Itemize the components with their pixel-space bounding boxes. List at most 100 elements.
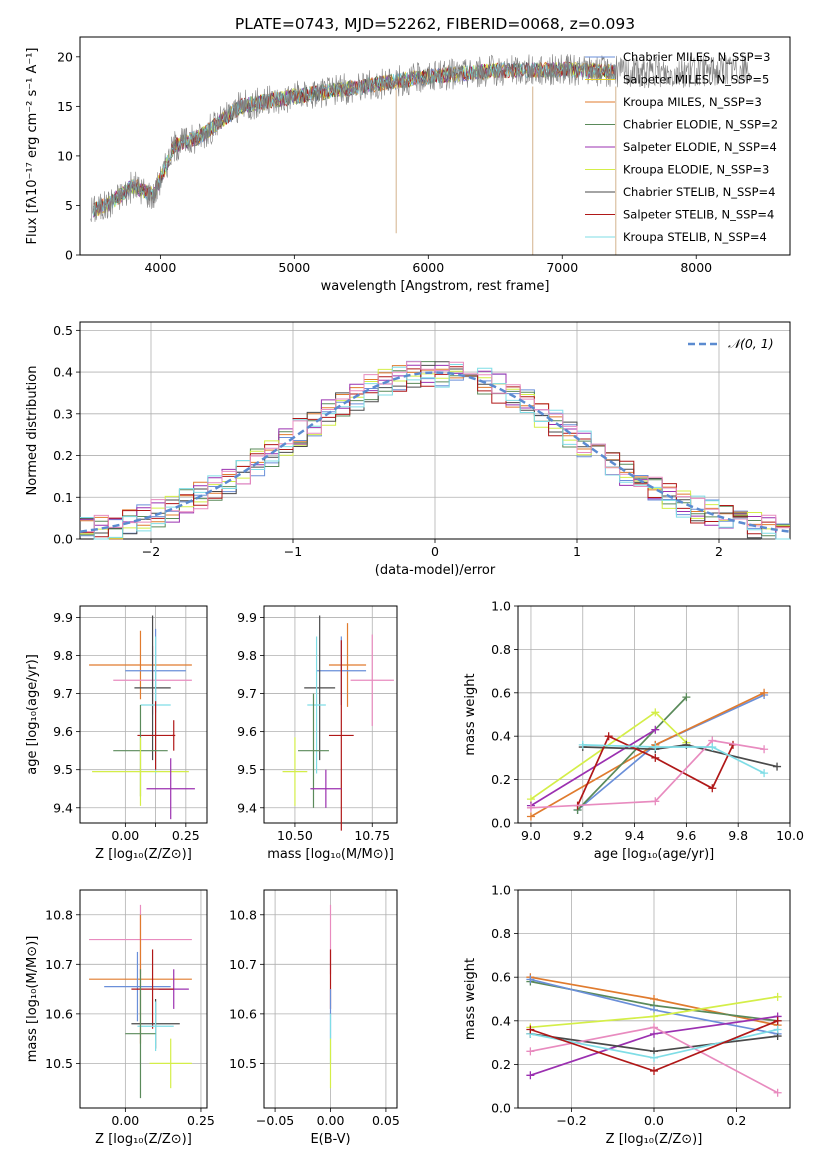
series-line — [530, 739, 765, 809]
x-tick-label: 10.0 — [776, 828, 804, 843]
y-tick-label: 15 — [57, 99, 73, 114]
y-tick-label: 0 — [65, 248, 73, 263]
y-tick-label: 9.9 — [53, 610, 73, 625]
legend-label: Chabrier MILES, N_SSP=3 — [623, 50, 770, 64]
series-marker — [773, 992, 782, 1001]
series-marker — [526, 1047, 535, 1056]
series-marker — [773, 1088, 782, 1097]
series-marker — [651, 725, 660, 734]
y-tick-label: 0.2 — [491, 1057, 511, 1072]
series-marker — [682, 693, 691, 702]
series-marker — [650, 1053, 658, 1062]
x-tick-label: 1 — [573, 544, 581, 559]
age-vs-metallicity-panel: 0.00 0.25 9.4 9.5 9.6 9.7 9.8 9.9 Z [log₁₀(Z/Z⊙)… — [25, 605, 208, 862]
x-tick-label: 0.2 — [726, 1113, 746, 1128]
series-marker — [578, 740, 587, 749]
x-tick-label: 9.4 — [625, 828, 645, 843]
series-marker — [708, 784, 717, 793]
series-marker — [650, 1012, 658, 1021]
series-marker — [526, 1071, 535, 1080]
legend-label: Kroupa MILES, N_SSP=3 — [623, 95, 762, 109]
y-axis-label: Flux [fλ10⁻¹⁷ erg cm⁻² s⁻¹ A⁻¹] — [25, 48, 40, 245]
x-tick-label: −0.05 — [256, 1113, 294, 1128]
plot-frame — [79, 36, 791, 256]
y-tick-label: 10.8 — [229, 907, 257, 922]
legend-label: Chabrier ELODIE, N_SSP=2 — [623, 118, 778, 132]
series-line — [576, 696, 688, 811]
x-axis-label: Z [log₁₀(Z/Z⊙)] — [95, 1132, 192, 1147]
plot-frame — [263, 605, 398, 824]
legend-label: Salpeter STELIB, N_SSP=4 — [623, 208, 774, 222]
x-tick-label: 10.75 — [354, 828, 390, 843]
y-tick-label: 0.0 — [53, 532, 73, 547]
histogram-step-line — [80, 361, 790, 540]
series-marker — [708, 743, 717, 752]
plot-frame — [517, 889, 791, 1109]
y-tick-label: 9.6 — [53, 724, 73, 739]
series-marker — [773, 762, 782, 771]
series-line — [582, 744, 765, 774]
weight-vs-age-panel: 9.0 9.2 9.4 9.6 9.8 10.0 0.0 0.2 0.4 0.6 0.8 1.0 age… — [463, 599, 804, 863]
y-tick-label: 0.6 — [491, 685, 511, 700]
y-tick-label: 9.9 — [237, 610, 257, 625]
histogram-step-line — [80, 364, 790, 540]
series-marker — [650, 1023, 658, 1032]
legend-label: Chabrier STELIB, N_SSP=4 — [623, 185, 775, 199]
y-tick-label: 0.0 — [491, 1101, 511, 1116]
y-tick-label: 20 — [57, 49, 73, 64]
plot-frame — [79, 321, 791, 540]
y-tick-label: 10.7 — [45, 957, 73, 972]
y-tick-label: 10.6 — [45, 1006, 73, 1021]
x-axis-label: Z [log₁₀(Z/Z⊙)] — [606, 1132, 703, 1147]
series-marker — [760, 745, 769, 754]
y-tick-label: 9.7 — [53, 686, 73, 701]
model-spectrum-line — [93, 62, 616, 211]
residual-histogram-panel: −2 −1 0 1 2 0.0 0.1 0.2 0.3 0.4 0.5 (data-model)/er… — [25, 321, 791, 578]
series-marker — [651, 753, 660, 762]
y-tick-label: 10.6 — [229, 1006, 257, 1021]
x-tick-label: 9.8 — [728, 828, 748, 843]
x-axis-label: age [log₁₀(age/yr)] — [594, 847, 715, 862]
series-marker — [773, 1025, 782, 1034]
y-axis-label: mass weight — [463, 958, 478, 1040]
x-tick-label: 4000 — [144, 260, 176, 275]
x-tick-label: −1 — [284, 544, 302, 559]
x-tick-label: 8000 — [680, 260, 712, 275]
y-tick-label: 1.0 — [491, 883, 511, 898]
observed-spectrum-line — [90, 54, 751, 222]
gaussian-curve — [79, 371, 791, 533]
histogram-step-line — [80, 361, 790, 533]
series-marker — [760, 688, 769, 697]
series-marker — [651, 743, 660, 752]
x-axis-label: (data-model)/error — [375, 563, 496, 578]
y-tick-label: 9.6 — [237, 724, 257, 739]
plot-frame — [79, 889, 208, 1109]
x-tick-label: 7000 — [546, 260, 578, 275]
y-tick-label: 10 — [57, 148, 73, 163]
x-axis-label: E(B-V) — [310, 1132, 350, 1147]
x-tick-label: 10.50 — [277, 828, 313, 843]
plot-frame — [517, 605, 791, 824]
y-tick-label: 0.4 — [491, 1013, 511, 1028]
y-tick-label: 1.0 — [491, 599, 511, 614]
mass-vs-ebv-panel: −0.05 0.00 0.05 10.5 10.6 10.7 10.8 E(B-V) — [229, 889, 400, 1147]
y-tick-label: 0.1 — [53, 490, 73, 505]
y-tick-label: 9.4 — [237, 800, 257, 815]
figure-title: PLATE=0743, MJD=52262, FIBERID=0068, z=0… — [235, 15, 635, 33]
legend-label: Kroupa STELIB, N_SSP=4 — [623, 230, 767, 244]
x-tick-label: −0.2 — [556, 1113, 586, 1128]
y-tick-label: 5 — [65, 198, 73, 213]
y-tick-label: 0.5 — [53, 323, 73, 338]
y-tick-label: 10.5 — [229, 1056, 257, 1071]
y-tick-label: 9.8 — [237, 648, 257, 663]
series-marker — [650, 1066, 658, 1075]
y-tick-label: 0.0 — [491, 816, 511, 831]
series-marker — [760, 769, 769, 778]
y-tick-label: 10.5 — [45, 1056, 73, 1071]
x-axis-label: wavelength [Angstrom, rest frame] — [321, 279, 550, 294]
series-marker — [526, 803, 535, 812]
plot-frame — [79, 605, 208, 824]
y-tick-label: 9.4 — [53, 800, 73, 815]
x-tick-label: 9.0 — [521, 828, 541, 843]
x-tick-label: −2 — [142, 544, 160, 559]
